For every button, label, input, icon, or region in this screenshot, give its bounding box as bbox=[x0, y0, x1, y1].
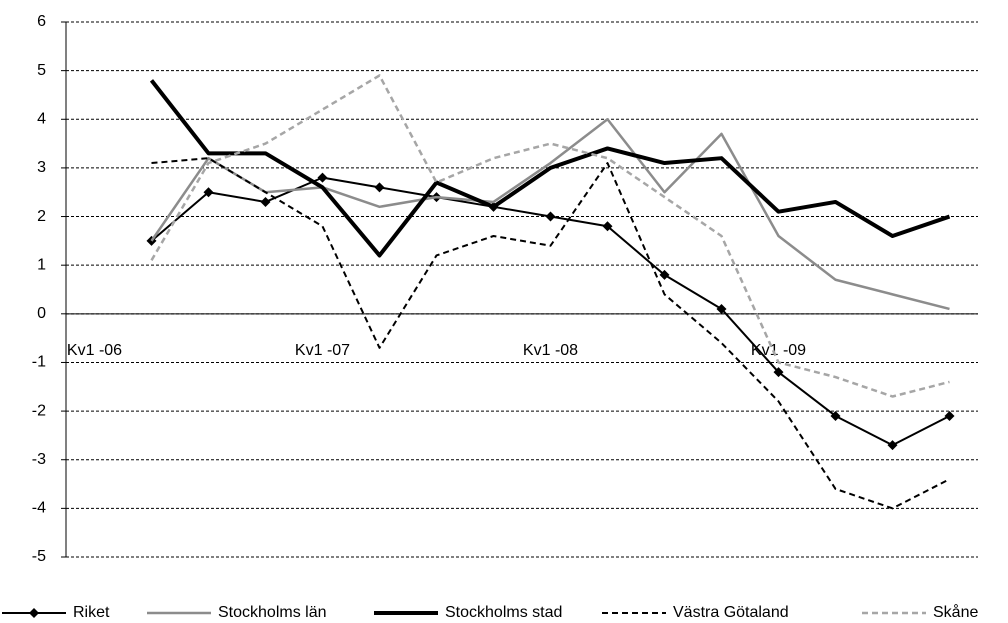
series-line bbox=[151, 157, 950, 510]
y-tick-label: 1 bbox=[37, 256, 46, 273]
point-marker bbox=[830, 410, 841, 421]
y-tick-label: -3 bbox=[32, 451, 46, 468]
series-line bbox=[149, 79, 951, 258]
point-marker bbox=[545, 211, 556, 222]
point-marker bbox=[203, 187, 214, 198]
y-tick-label: 6 bbox=[37, 13, 46, 30]
point-marker bbox=[944, 410, 955, 421]
point-marker bbox=[887, 440, 898, 451]
point-marker bbox=[773, 367, 784, 378]
x-tick-label: Kv1 -07 bbox=[295, 342, 350, 359]
y-tick-label: -1 bbox=[32, 354, 46, 371]
y-tick-label: 5 bbox=[37, 62, 46, 79]
point-marker bbox=[602, 221, 613, 232]
point-marker bbox=[260, 196, 271, 207]
point-marker bbox=[716, 303, 727, 314]
x-tick-label: Kv1 -06 bbox=[67, 342, 122, 359]
series-line bbox=[150, 74, 950, 398]
point-marker bbox=[317, 172, 328, 183]
series-line bbox=[150, 118, 950, 311]
point-marker bbox=[374, 182, 385, 193]
y-tick-label: 3 bbox=[37, 159, 46, 176]
y-tick-label: 4 bbox=[37, 110, 46, 127]
y-tick-label: -5 bbox=[32, 548, 46, 565]
x-tick-label: Kv1 -09 bbox=[751, 342, 806, 359]
y-tick-label: 2 bbox=[37, 208, 46, 225]
legend-label: Stockholms stad bbox=[445, 604, 562, 621]
point-marker bbox=[659, 269, 670, 280]
y-tick-label: 0 bbox=[37, 305, 46, 322]
legend-label: Stockholms län bbox=[218, 604, 327, 621]
y-tick-label: -4 bbox=[32, 500, 46, 517]
legend-label: Västra Götaland bbox=[673, 604, 789, 621]
legend-marker bbox=[29, 608, 39, 618]
x-tick-label: Kv1 -08 bbox=[523, 342, 578, 359]
legend-label: Riket bbox=[73, 604, 110, 621]
y-tick-label: -2 bbox=[32, 402, 46, 419]
legend-label: Skåne bbox=[933, 603, 978, 621]
